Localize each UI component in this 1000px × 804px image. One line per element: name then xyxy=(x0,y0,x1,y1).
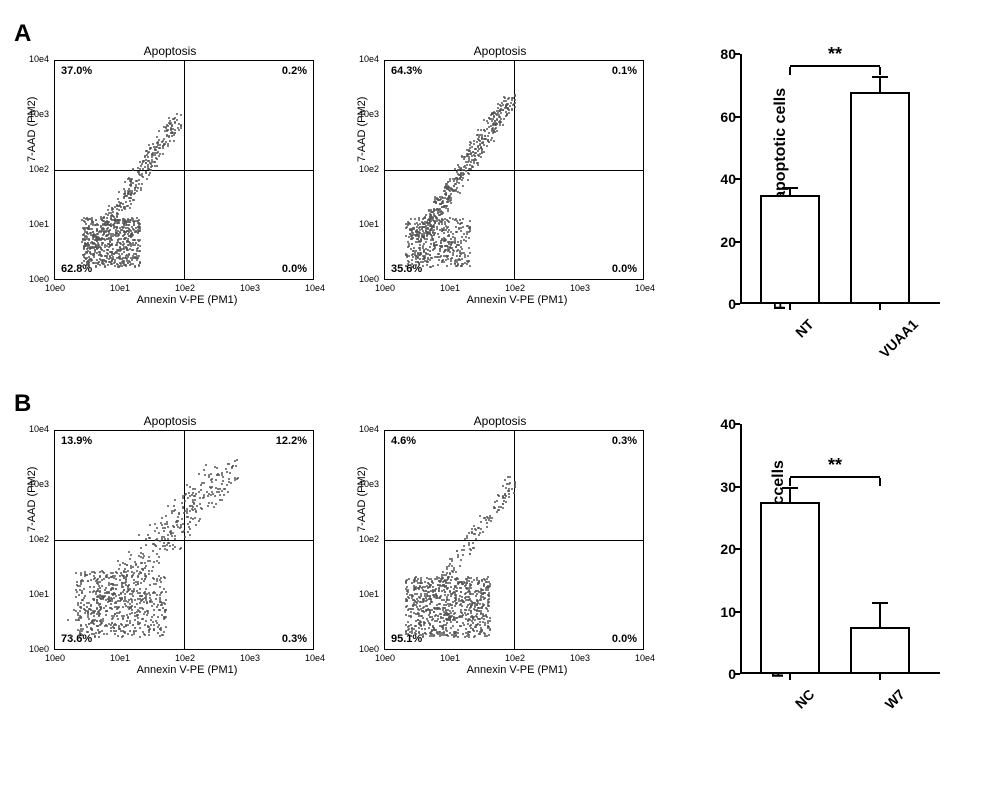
scatter-xtick: 10e0 xyxy=(375,653,395,663)
bar xyxy=(850,627,910,674)
scatter-xtick: 10e0 xyxy=(375,283,395,293)
bar-plot-area: 010203040NCW7** xyxy=(740,424,940,674)
scatter-xtick: 10e3 xyxy=(570,653,590,663)
scatter-xtick: 10e4 xyxy=(635,283,655,293)
scatter-xtick: 10e0 xyxy=(45,653,65,663)
scatter-ytick: 10e1 xyxy=(29,219,49,229)
scatter-ytick: 10e4 xyxy=(359,54,379,64)
scatter-xtick: 10e4 xyxy=(305,653,325,663)
scatter-ylabel: 7-AAD (PM2) xyxy=(356,97,368,162)
scatter-ytick: 10e1 xyxy=(359,219,379,229)
scatter-plot-area: 64.3%0.1%35.6%0.0%10e010e010e110e110e210… xyxy=(384,60,644,280)
scatter-xlabel: Annexin V-PE (PM1) xyxy=(384,294,650,306)
scatter-xlabel: Annexin V-PE (PM1) xyxy=(384,664,650,676)
scatter-plot-area: 13.9%12.2%73.6%0.3%10e010e010e110e110e21… xyxy=(54,430,314,650)
scatter-xtick: 10e2 xyxy=(505,283,525,293)
significance-marker: ** xyxy=(828,455,842,476)
scatter-title: Apoptosis xyxy=(350,44,650,58)
scatter-ytick: 10e4 xyxy=(29,54,49,64)
scatter-ylabel: 7-AAD (PM2) xyxy=(26,97,38,162)
bar-category-label: W7 xyxy=(882,686,908,712)
scatter-xtick: 10e1 xyxy=(110,653,130,663)
scatter-ytick: 10e3 xyxy=(359,479,379,489)
scatter-ytick: 10e1 xyxy=(359,589,379,599)
scatter-ytick: 10e2 xyxy=(359,534,379,544)
scatter-ytick: 10e3 xyxy=(359,109,379,119)
bar-category-label: NT xyxy=(792,316,817,341)
scatter-ytick: 10e2 xyxy=(29,164,49,174)
scatter-xtick: 10e0 xyxy=(45,283,65,293)
bar xyxy=(760,502,820,674)
scatter-ylabel: 7-AAD (PM2) xyxy=(26,467,38,532)
panel-a-scatter-right: Apoptosis 7-AAD (PM2) 64.3%0.1%35.6%0.0%10… xyxy=(350,44,650,306)
scatter-xtick: 10e4 xyxy=(635,653,655,663)
scatter-ytick: 10e4 xyxy=(29,424,49,434)
panel-a-scatter-left: Apoptosis 7-AAD (PM2) 37.0%0.2%62.8%0.0%10… xyxy=(20,44,320,306)
scatter-plot-area: 37.0%0.2%62.8%0.0%10e010e010e110e110e210… xyxy=(54,60,314,280)
panel-b-barchart: Percentage of apoptoticcells010203040NCW… xyxy=(680,414,960,724)
scatter-ytick: 10e2 xyxy=(29,534,49,544)
bar-category-label: NC xyxy=(792,686,818,712)
scatter-title: Apoptosis xyxy=(20,414,320,428)
scatter-xtick: 10e1 xyxy=(110,283,130,293)
scatter-plot-area: 4.6%0.3%95.1%0.0%10e010e010e110e110e210e… xyxy=(384,430,644,650)
scatter-ytick: 10e1 xyxy=(29,589,49,599)
scatter-xlabel: Annexin V-PE (PM1) xyxy=(54,294,320,306)
panel-b-scatter-left: Apoptosis 7-AAD (PM2) 13.9%12.2%73.6%0.3%1… xyxy=(20,414,320,676)
scatter-ytick: 10e2 xyxy=(359,164,379,174)
panel-a-barchart: Percentage of apoptotic cells020406080NT… xyxy=(680,44,960,354)
scatter-xtick: 10e3 xyxy=(570,283,590,293)
significance-marker: ** xyxy=(828,44,842,65)
scatter-xlabel: Annexin V-PE (PM1) xyxy=(54,664,320,676)
scatter-xtick: 10e2 xyxy=(505,653,525,663)
bar xyxy=(850,92,910,305)
bar-category-label: VUAA1 xyxy=(876,316,921,361)
scatter-xtick: 10e1 xyxy=(440,283,460,293)
scatter-xtick: 10e2 xyxy=(175,653,195,663)
bar-plot-area: 020406080NTVUAA1** xyxy=(740,54,940,304)
panel-b-row: B Apoptosis7-AAD (PM2)13.9%12.2%73.6%0.3… xyxy=(20,414,980,724)
panel-b-scatter-right: Apoptosis 7-AAD (PM2) 4.6%0.3%95.1%0.0%10e… xyxy=(350,414,650,676)
scatter-title: Apoptosis xyxy=(20,44,320,58)
scatter-xtick: 10e1 xyxy=(440,653,460,663)
scatter-xtick: 10e2 xyxy=(175,283,195,293)
scatter-ytick: 10e4 xyxy=(359,424,379,434)
scatter-title: Apoptosis xyxy=(350,414,650,428)
scatter-xtick: 10e3 xyxy=(240,283,260,293)
bar xyxy=(760,195,820,304)
scatter-ylabel: 7-AAD (PM2) xyxy=(356,467,368,532)
scatter-xtick: 10e4 xyxy=(305,283,325,293)
scatter-ytick: 10e3 xyxy=(29,109,49,119)
scatter-ytick: 10e3 xyxy=(29,479,49,489)
scatter-xtick: 10e3 xyxy=(240,653,260,663)
panel-a-row: A Apoptosis7-AAD (PM2)37.0%0.2%62.8%0.0%… xyxy=(20,44,980,354)
